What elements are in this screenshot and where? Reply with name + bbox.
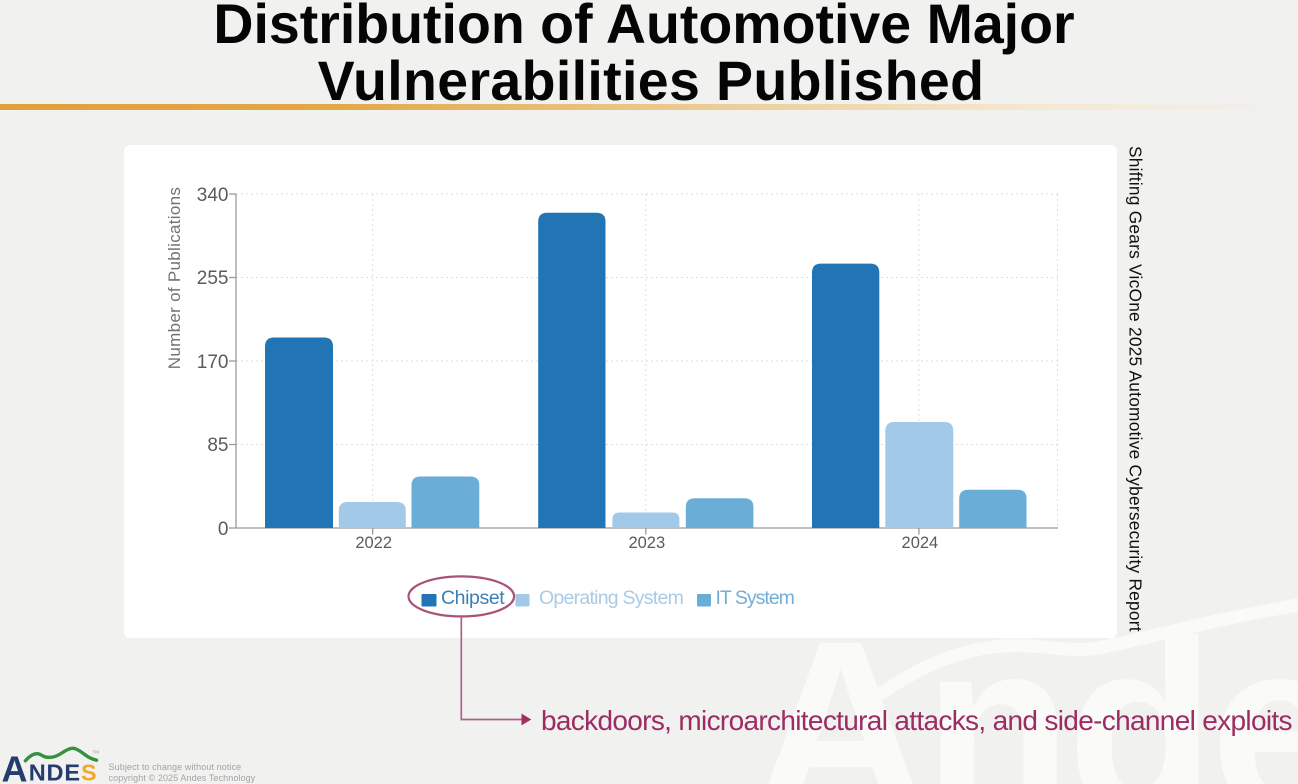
svg-text:A: A <box>2 749 28 784</box>
svg-text:S: S <box>81 759 97 784</box>
svg-text:TM: TM <box>93 750 100 755</box>
svg-text:NDE: NDE <box>29 759 81 784</box>
